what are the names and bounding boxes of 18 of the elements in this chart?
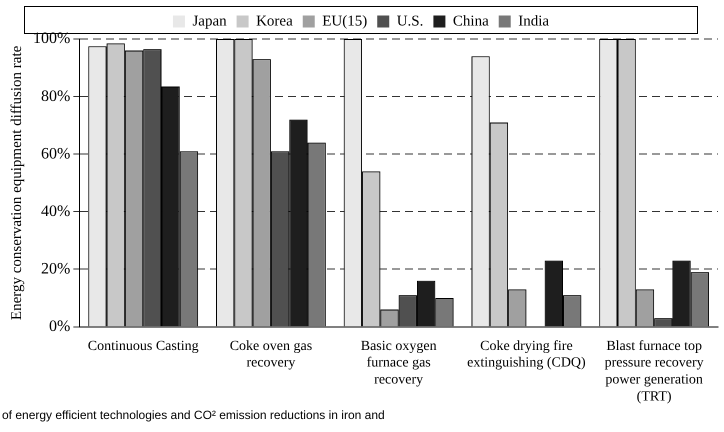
y-tick-label: 60% [41,145,70,162]
legend-label: China [452,13,490,30]
x-tick-label: Coke oven gas recovery [230,338,312,371]
y-tick-label: 20% [41,260,70,278]
legend-label: Japan [192,13,228,30]
y-tick-label: 0% [49,318,70,336]
legend-label: EU(15) [322,13,368,30]
text: of energy efficient technologies and CO² emission reductions in iron and [2,408,385,422]
x-tick-label: Blast furnace top pressure recovery power generation (TRT) [604,338,704,404]
y-tick-label: 40% [41,202,70,220]
x-tick-label: Coke drying fire extinguishing (CDQ) [467,338,586,371]
x-tick-label: Basic oxygen furnace gas recovery [360,338,437,388]
y-tick-label: 80% [41,88,70,105]
x-tick-label: Continuous Casting [88,338,199,354]
y-axis-title: Energy conservation equipment diffusion rate [8,45,25,320]
legend-label: U.S. [396,13,424,30]
legend-label: Korea [256,13,294,30]
legend-label: India [518,13,550,30]
